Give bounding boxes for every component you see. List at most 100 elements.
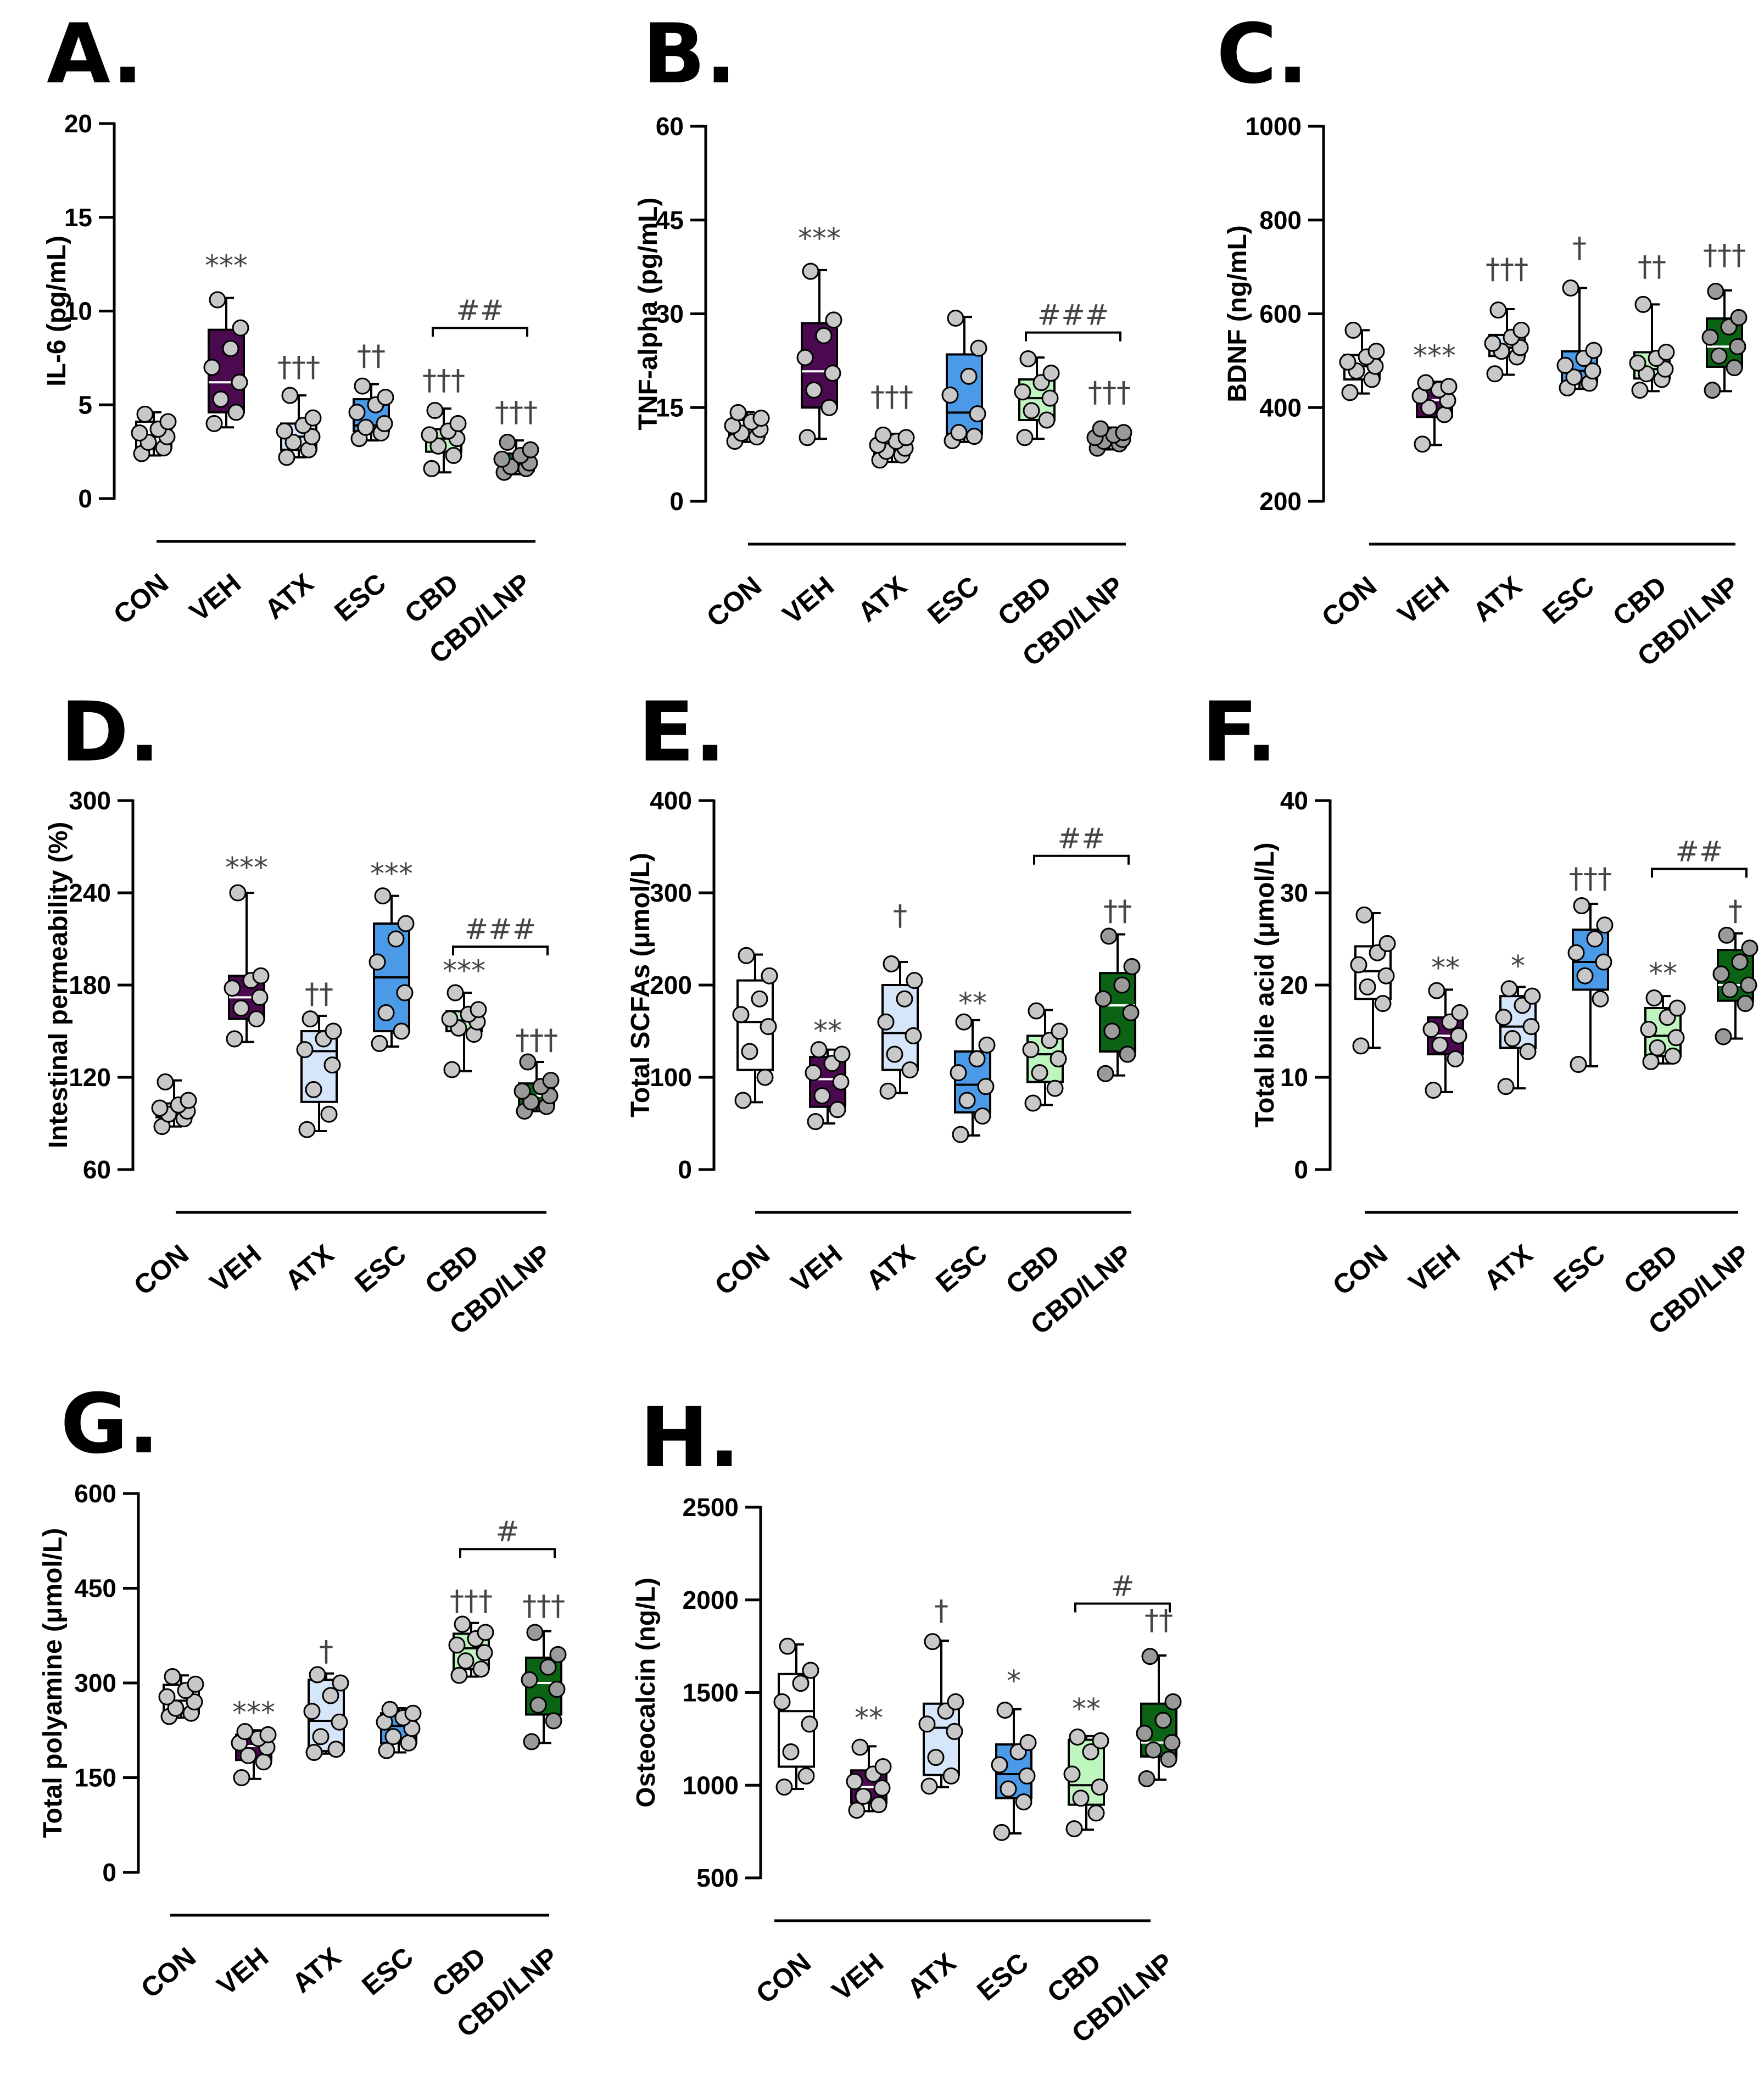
- data-point: [1640, 1021, 1657, 1038]
- data-point: [1091, 1778, 1108, 1796]
- data-point: [996, 1702, 1014, 1719]
- panel-letter: D.: [60, 685, 160, 780]
- data-point: [1123, 958, 1141, 975]
- data-point: [815, 327, 833, 344]
- y-tick-label: 200: [1259, 487, 1302, 516]
- data-point: [779, 1637, 796, 1655]
- data-point: [526, 1624, 544, 1641]
- data-point: [1585, 342, 1603, 359]
- data-point: [396, 984, 414, 1002]
- data-point: [421, 426, 438, 444]
- significance-marker: †††: [870, 381, 913, 413]
- data-point: [1576, 967, 1594, 985]
- data-point: [1522, 1018, 1540, 1036]
- data-point: [947, 309, 964, 327]
- comparison-bracket: [452, 946, 549, 955]
- bracket-label: ##: [456, 294, 504, 327]
- data-point: [1638, 365, 1655, 383]
- y-tick-label: 1500: [683, 1679, 739, 1707]
- significance-marker: †††: [1703, 239, 1746, 272]
- data-point: [1497, 1078, 1515, 1095]
- data-point: [1729, 338, 1746, 355]
- y-tick-label: 150: [74, 1764, 116, 1792]
- data-point: [298, 1121, 316, 1138]
- data-point: [305, 1744, 323, 1761]
- data-point: [756, 1069, 774, 1086]
- data-point: [1072, 1789, 1090, 1807]
- data-point: [400, 1734, 417, 1752]
- category-label: CON: [128, 1239, 194, 1301]
- data-point: [303, 1703, 321, 1720]
- data-point: [1160, 1750, 1177, 1768]
- data-point: [918, 1715, 936, 1733]
- category-label: ESC: [1548, 1239, 1611, 1299]
- y-tick-label: 45: [656, 206, 684, 234]
- data-point: [877, 1013, 895, 1031]
- data-point: [1741, 939, 1759, 957]
- data-point: [186, 1693, 203, 1710]
- significance-marker: **: [1072, 1693, 1101, 1726]
- data-point: [1451, 1004, 1469, 1021]
- category-label: VEH: [826, 1947, 889, 2007]
- data-point: [905, 1027, 922, 1044]
- data-point: [229, 884, 247, 902]
- y-tick-label: 200: [650, 971, 692, 999]
- data-point: [296, 1041, 314, 1059]
- data-point: [255, 1753, 272, 1771]
- data-point: [797, 1767, 815, 1785]
- data-point: [873, 1779, 891, 1797]
- data-point: [1154, 1712, 1172, 1729]
- category-label: VEH: [183, 568, 247, 628]
- y-tick-label: 500: [696, 1864, 739, 1892]
- data-point: [1668, 999, 1686, 1017]
- data-point: [252, 967, 270, 985]
- data-point: [136, 405, 154, 423]
- data-point: [870, 1796, 887, 1814]
- data-point: [1425, 1082, 1442, 1099]
- data-point: [233, 1769, 250, 1786]
- data-point: [1631, 382, 1649, 399]
- y-tick-label: 400: [650, 786, 692, 815]
- data-point: [1097, 1065, 1114, 1082]
- data-point: [1519, 1043, 1537, 1060]
- data-point: [548, 1681, 566, 1698]
- data-point: [443, 1061, 461, 1078]
- data-point: [1350, 956, 1367, 974]
- data-point: [970, 339, 987, 357]
- y-axis-label: Total polyamine (μmol/L): [38, 1528, 68, 1838]
- data-point: [1567, 944, 1585, 961]
- data-point: [1484, 334, 1501, 352]
- data-point: [977, 1078, 995, 1095]
- data-point: [522, 441, 539, 458]
- data-point: [1730, 309, 1748, 326]
- category-label: ATX: [286, 1942, 347, 1999]
- data-point: [1050, 1050, 1067, 1067]
- data-point: [1486, 365, 1504, 383]
- y-tick-label: 2500: [683, 1493, 739, 1522]
- data-point: [232, 999, 250, 1017]
- data-point: [1355, 906, 1373, 924]
- y-tick-label: 15: [64, 203, 92, 232]
- data-point: [302, 1010, 319, 1028]
- category-label: CON: [750, 1947, 817, 2010]
- data-point: [545, 1712, 562, 1730]
- y-tick-label: 30: [1280, 879, 1308, 907]
- data-point: [303, 428, 321, 445]
- data-point: [1523, 987, 1541, 1005]
- y-axis-label: Total bile acid (μmol/L): [1251, 842, 1280, 1127]
- data-point: [883, 955, 900, 972]
- chart-panel-e: E. 0 100 200 300 400 Total SCFAs (μmol/L) CON VE…: [626, 685, 1141, 1340]
- data-point: [1113, 976, 1131, 994]
- data-point: [1016, 429, 1034, 446]
- data-point: [1489, 301, 1507, 319]
- data-point: [906, 972, 923, 989]
- bracket-label: ##: [1057, 823, 1105, 855]
- data-point: [322, 1687, 339, 1704]
- y-tick-label: 2000: [683, 1586, 739, 1614]
- data-point: [1115, 424, 1132, 441]
- data-point: [397, 915, 415, 932]
- y-axis-label: IL-6 (pg/mL): [42, 236, 71, 387]
- significance-marker: ***: [443, 955, 485, 988]
- data-point: [1737, 995, 1754, 1013]
